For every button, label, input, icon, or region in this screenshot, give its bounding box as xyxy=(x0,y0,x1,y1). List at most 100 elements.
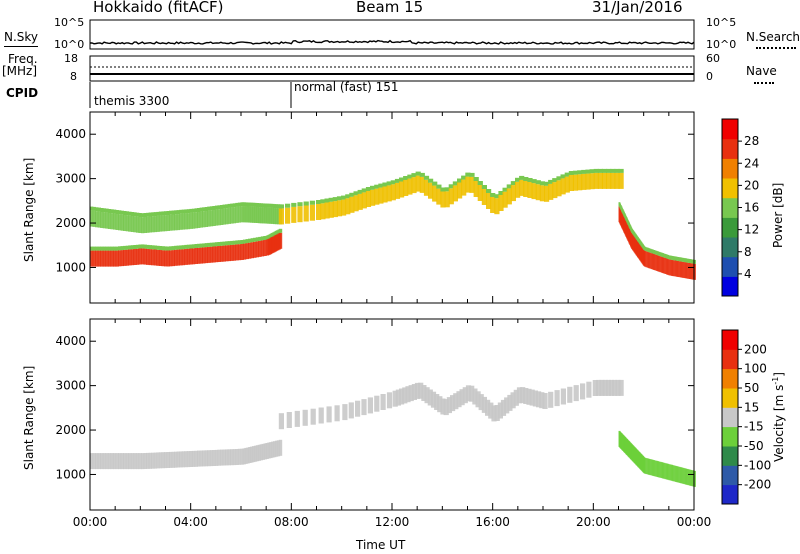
echo-cell xyxy=(690,263,693,280)
echo-cell xyxy=(194,248,198,264)
y-tick-label: 3000 xyxy=(55,379,86,393)
xlabel: Time UT xyxy=(356,538,406,552)
echo-edge-cell xyxy=(120,246,124,251)
echo-edge-cell xyxy=(199,243,203,248)
echo-cell xyxy=(240,206,244,223)
echo-cell xyxy=(688,263,691,279)
echo-edge-cell xyxy=(90,206,94,211)
echo-cell xyxy=(105,453,109,470)
echo-edge-cell xyxy=(685,258,687,263)
echo-edge-cell xyxy=(204,207,209,211)
echo-edge-cell xyxy=(415,171,421,176)
echo-cell xyxy=(355,400,361,417)
echo-cell xyxy=(214,209,219,226)
echo-cell xyxy=(448,188,454,205)
echo-cell xyxy=(405,386,411,403)
echo-edge-cell xyxy=(143,213,147,217)
echo-cell xyxy=(456,391,462,408)
echo-cell xyxy=(133,249,137,265)
echo-edge-cell xyxy=(316,200,322,204)
echo-edge-cell xyxy=(382,182,388,187)
echo-cell xyxy=(248,242,252,259)
echo-edge-cell xyxy=(246,202,250,207)
echo-cell xyxy=(678,466,681,483)
echo-cell xyxy=(437,396,443,413)
y-tick-label: 2000 xyxy=(55,423,86,437)
echo-edge-cell xyxy=(248,238,252,243)
echo-cell xyxy=(186,248,191,265)
echo-edge-cell xyxy=(202,243,206,248)
colorbar-tick-label: 16 xyxy=(744,201,759,215)
date-label: 31/Jan/2016 xyxy=(592,0,683,16)
velocity-ylabel: Slant Range [km] xyxy=(22,365,36,470)
echo-cell xyxy=(657,255,659,272)
echo-edge-cell xyxy=(214,242,219,247)
cpid-label: CPID xyxy=(6,86,39,100)
echo-cell xyxy=(357,193,363,210)
echo-edge-cell xyxy=(502,187,508,192)
echo-edge-cell xyxy=(156,211,160,216)
echo-cell xyxy=(95,453,99,470)
echo-edge-cell xyxy=(169,210,173,215)
nave-tick-bottom: 0 xyxy=(706,70,713,83)
echo-cell xyxy=(556,180,562,197)
echo-cell xyxy=(225,449,229,466)
echo-cell xyxy=(123,453,127,470)
echo-cell xyxy=(115,250,119,267)
echo-cell xyxy=(660,462,663,479)
echo-cell xyxy=(374,188,380,205)
echo-edge-cell xyxy=(253,237,257,242)
echo-edge-cell xyxy=(197,243,201,248)
echo-cell xyxy=(390,184,396,201)
echo-edge-cell xyxy=(107,246,112,251)
echo-cell xyxy=(227,449,231,466)
beam-label: Beam 15 xyxy=(356,0,424,16)
echo-cell xyxy=(253,445,258,462)
echo-cell xyxy=(263,443,267,460)
echo-cell xyxy=(610,172,616,189)
echo-cell xyxy=(255,241,260,258)
echo-edge-cell xyxy=(245,239,249,244)
echo-edge-cell xyxy=(263,236,267,240)
echo-cell xyxy=(310,408,316,425)
echo-cell xyxy=(194,212,198,229)
echo-cell xyxy=(141,453,145,470)
echo-cell xyxy=(174,249,178,266)
echo-cell xyxy=(112,453,117,470)
echo-cell xyxy=(403,180,409,196)
echo-cell xyxy=(120,250,124,267)
echo-edge-cell xyxy=(597,168,603,173)
echo-cell xyxy=(274,440,279,457)
echo-edge-cell xyxy=(263,203,267,208)
echo-edge-cell xyxy=(242,202,246,207)
echo-edge-cell xyxy=(519,175,525,180)
echo-edge-cell xyxy=(419,172,425,177)
echo-edge-cell xyxy=(668,255,671,260)
echo-edge-cell xyxy=(336,196,343,201)
colorbar-swatch xyxy=(722,256,738,277)
colorbar-swatch xyxy=(722,426,738,447)
echo-cell xyxy=(654,254,657,271)
echo-cell xyxy=(649,459,652,476)
echo-edge-cell xyxy=(403,176,409,180)
echo-cell xyxy=(156,452,160,469)
echo-cell xyxy=(184,248,188,265)
y-tick-label: 3000 xyxy=(55,172,86,186)
nsearch-tick-top: 10^5 xyxy=(706,16,737,29)
echo-cell xyxy=(151,249,155,266)
echo-cell xyxy=(423,179,430,196)
echo-edge-cell xyxy=(593,168,599,173)
echo-cell xyxy=(469,385,475,402)
echo-edge-cell xyxy=(115,210,119,214)
echo-cell xyxy=(676,466,679,483)
echo-cell xyxy=(197,450,201,467)
echo-cell xyxy=(181,451,186,468)
echo-cell xyxy=(273,441,277,458)
x-tick-label: 16:00 xyxy=(475,515,510,529)
echo-cell xyxy=(500,399,507,416)
echo-cell xyxy=(225,208,229,225)
echo-cell xyxy=(370,189,376,206)
colorbar-swatch xyxy=(722,237,738,258)
echo-cell xyxy=(286,412,292,428)
colorbar-swatch xyxy=(722,330,738,350)
